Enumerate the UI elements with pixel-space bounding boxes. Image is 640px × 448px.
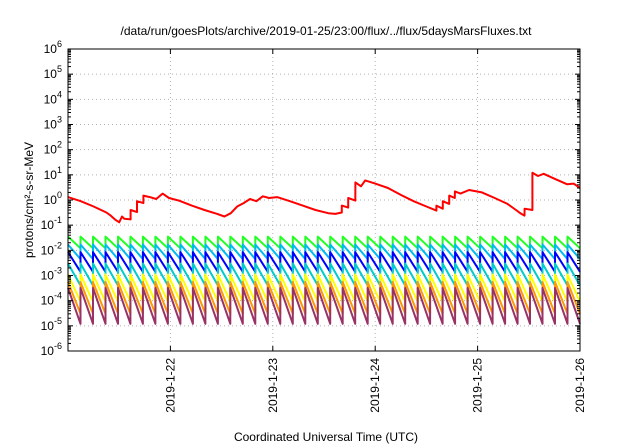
y-tick-label: 100 bbox=[44, 190, 62, 207]
x-tick-label: 2019-1-25 bbox=[471, 358, 485, 413]
y-axis-label: protons/cm²-s-sr-MeV bbox=[22, 142, 36, 258]
x-tick-label: 2019-1-24 bbox=[368, 358, 382, 413]
x-axis-ticks: 2019-1-22 2019-1-23 2019-1-24 2019-1-25 2019… bbox=[163, 49, 587, 413]
x-tick-label: 2019-1-22 bbox=[163, 358, 177, 413]
series-layer bbox=[67, 171, 581, 325]
y-tick-label: 103 bbox=[44, 115, 62, 132]
series-line bbox=[67, 251, 581, 273]
y-tick-label: 102 bbox=[44, 140, 62, 157]
series-line bbox=[67, 235, 581, 250]
x-axis-label: Coordinated Universal Time (UTC) bbox=[234, 430, 418, 444]
y-tick-label: 10-4 bbox=[41, 291, 62, 308]
series-line bbox=[67, 287, 581, 325]
y-tick-label: 10-5 bbox=[41, 316, 62, 333]
y-tick-label: 10-3 bbox=[41, 266, 62, 283]
y-tick-label: 106 bbox=[44, 39, 62, 56]
y-tick-label: 10-1 bbox=[41, 215, 62, 232]
series-line bbox=[67, 171, 581, 224]
y-tick-label: 10-6 bbox=[41, 341, 62, 358]
y-tick-label: 104 bbox=[44, 89, 62, 106]
y-axis-ticks: 10-6 10-5 10-4 10-3 10-2 10-1 100 101 102 103 104 1… bbox=[41, 39, 580, 358]
y-tick-label: 101 bbox=[44, 165, 62, 182]
chart-title: /data/run/goesPlots/archive/2019-01-25/2… bbox=[121, 24, 533, 38]
y-tick-label: 105 bbox=[44, 64, 62, 81]
y-tick-label: 10-2 bbox=[41, 240, 62, 257]
x-tick-label: 2019-1-26 bbox=[573, 358, 587, 413]
x-tick-label: 2019-1-23 bbox=[266, 358, 280, 413]
